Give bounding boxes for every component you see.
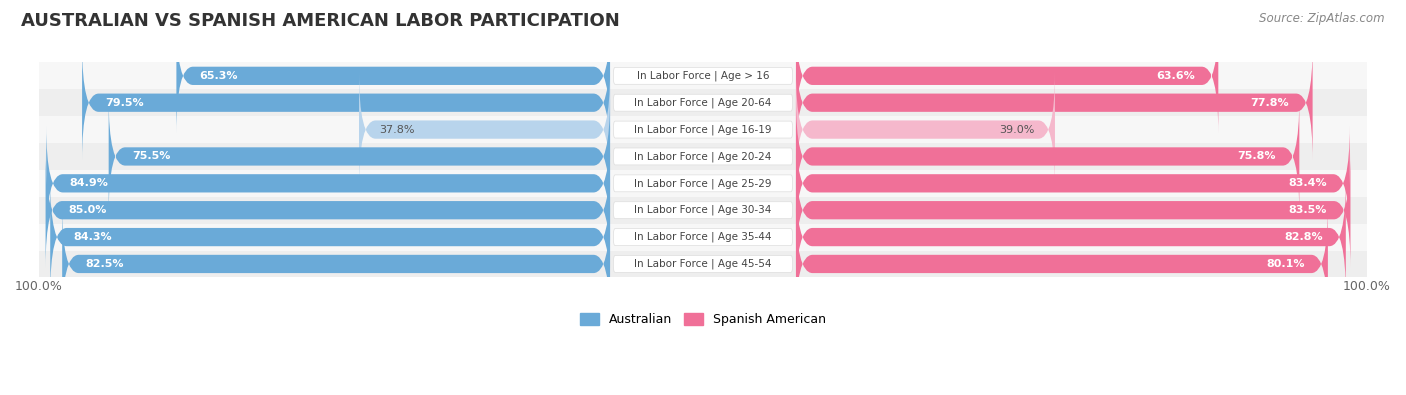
Text: 39.0%: 39.0% xyxy=(1000,124,1035,135)
Text: 63.6%: 63.6% xyxy=(1156,71,1195,81)
Text: In Labor Force | Age 35-44: In Labor Force | Age 35-44 xyxy=(634,232,772,242)
FancyBboxPatch shape xyxy=(796,98,1299,214)
FancyBboxPatch shape xyxy=(51,179,610,295)
FancyBboxPatch shape xyxy=(796,71,1054,188)
Bar xyxy=(39,197,1367,224)
Text: In Labor Force | Age > 16: In Labor Force | Age > 16 xyxy=(637,71,769,81)
Text: 77.8%: 77.8% xyxy=(1251,98,1289,108)
Bar xyxy=(39,224,1367,250)
FancyBboxPatch shape xyxy=(359,71,610,188)
FancyBboxPatch shape xyxy=(82,45,610,161)
FancyBboxPatch shape xyxy=(613,68,793,84)
FancyBboxPatch shape xyxy=(613,148,793,165)
Bar xyxy=(39,170,1367,197)
Text: AUSTRALIAN VS SPANISH AMERICAN LABOR PARTICIPATION: AUSTRALIAN VS SPANISH AMERICAN LABOR PAR… xyxy=(21,12,620,30)
FancyBboxPatch shape xyxy=(613,94,793,111)
FancyBboxPatch shape xyxy=(108,98,610,214)
Text: In Labor Force | Age 30-34: In Labor Force | Age 30-34 xyxy=(634,205,772,215)
FancyBboxPatch shape xyxy=(62,206,610,322)
FancyBboxPatch shape xyxy=(613,121,793,138)
Text: 85.0%: 85.0% xyxy=(69,205,107,215)
FancyBboxPatch shape xyxy=(45,152,610,268)
Text: 82.5%: 82.5% xyxy=(86,259,124,269)
FancyBboxPatch shape xyxy=(796,179,1346,295)
Text: 82.8%: 82.8% xyxy=(1284,232,1323,242)
Text: 65.3%: 65.3% xyxy=(200,71,238,81)
Text: In Labor Force | Age 45-54: In Labor Force | Age 45-54 xyxy=(634,259,772,269)
FancyBboxPatch shape xyxy=(796,45,1313,161)
Text: 84.3%: 84.3% xyxy=(73,232,112,242)
Bar xyxy=(39,62,1367,89)
Text: 83.5%: 83.5% xyxy=(1289,205,1327,215)
Text: 79.5%: 79.5% xyxy=(105,98,143,108)
Text: In Labor Force | Age 20-24: In Labor Force | Age 20-24 xyxy=(634,151,772,162)
FancyBboxPatch shape xyxy=(176,18,610,134)
FancyBboxPatch shape xyxy=(613,175,793,192)
Text: 75.5%: 75.5% xyxy=(132,151,170,162)
Bar xyxy=(39,116,1367,143)
FancyBboxPatch shape xyxy=(796,125,1350,241)
FancyBboxPatch shape xyxy=(613,202,793,219)
Text: In Labor Force | Age 25-29: In Labor Force | Age 25-29 xyxy=(634,178,772,188)
FancyBboxPatch shape xyxy=(613,256,793,273)
Text: In Labor Force | Age 16-19: In Labor Force | Age 16-19 xyxy=(634,124,772,135)
Bar xyxy=(39,89,1367,116)
Text: Source: ZipAtlas.com: Source: ZipAtlas.com xyxy=(1260,12,1385,25)
FancyBboxPatch shape xyxy=(796,206,1327,322)
Text: 80.1%: 80.1% xyxy=(1267,259,1305,269)
Text: 84.9%: 84.9% xyxy=(69,178,108,188)
Bar xyxy=(39,143,1367,170)
FancyBboxPatch shape xyxy=(796,18,1219,134)
Text: 83.4%: 83.4% xyxy=(1288,178,1326,188)
Bar xyxy=(39,250,1367,277)
FancyBboxPatch shape xyxy=(613,229,793,246)
Text: 37.8%: 37.8% xyxy=(380,124,415,135)
Text: 75.8%: 75.8% xyxy=(1237,151,1277,162)
FancyBboxPatch shape xyxy=(796,152,1350,268)
Legend: Australian, Spanish American: Australian, Spanish American xyxy=(575,308,831,331)
FancyBboxPatch shape xyxy=(46,125,610,241)
Text: In Labor Force | Age 20-64: In Labor Force | Age 20-64 xyxy=(634,98,772,108)
